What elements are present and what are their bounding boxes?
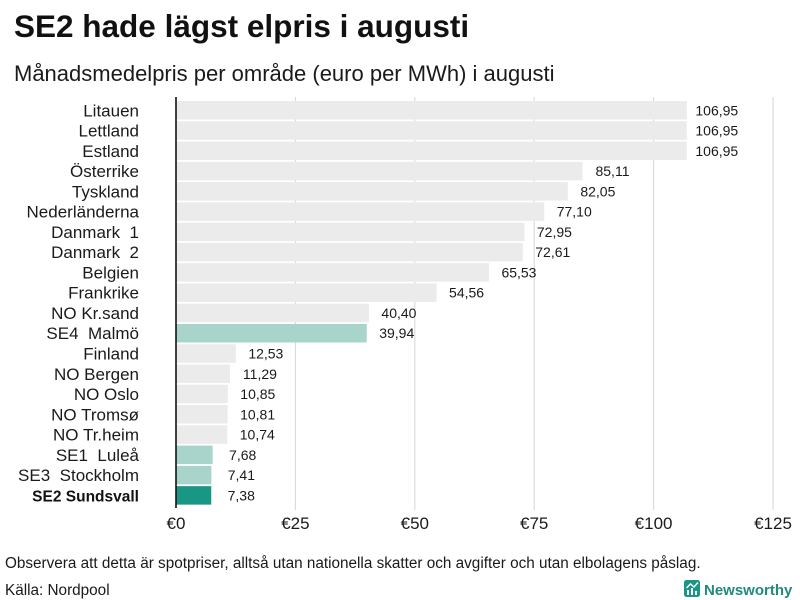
category-label: Nederländerna [27, 203, 140, 222]
category-label: NO Tr.heim [53, 426, 139, 445]
category-label: SE3 Stockholm [18, 466, 139, 485]
bar [176, 182, 568, 201]
value-labels: 106,95 106,95 106,95 85,11 82,05 77,10 72,95 72… [228, 102, 739, 503]
value-label: 77,10 [557, 204, 592, 220]
category-label: Danmark 2 [51, 243, 139, 262]
x-axis-tick-labels: €0 €25 €50 €75 €100 €125 [167, 514, 792, 533]
newsworthy-logo: Newsworthy [684, 580, 793, 599]
value-label: 40,40 [381, 305, 416, 321]
value-label: 39,94 [379, 325, 414, 341]
category-label: SE1 Luleå [56, 446, 140, 465]
category-label: Lettland [79, 122, 140, 141]
bars [176, 101, 687, 505]
bar [176, 486, 212, 505]
value-label: 10,85 [240, 386, 275, 402]
x-tick-label: €25 [281, 514, 309, 533]
category-label: SE4 Malmö [46, 324, 139, 343]
bar [176, 202, 545, 221]
x-tick-label: €125 [754, 514, 792, 533]
bar [176, 364, 230, 384]
value-label: 72,95 [537, 224, 572, 240]
category-label: NO Oslo [74, 385, 139, 404]
value-label: 65,53 [501, 264, 536, 280]
category-label: Frankrike [68, 284, 139, 303]
bar [176, 141, 687, 161]
value-label: 7,38 [228, 487, 255, 503]
value-label: 10,74 [240, 427, 275, 443]
bar [176, 101, 687, 120]
category-label: Österrike [70, 162, 139, 181]
x-tick-label: €100 [635, 514, 673, 533]
value-label: 11,29 [243, 366, 277, 382]
footer-note: Observera att detta är spotpriser, allts… [5, 555, 701, 572]
value-label: 7,68 [229, 447, 256, 463]
chart-title: SE2 hade lägst elpris i augusti [14, 8, 469, 44]
bar [176, 344, 236, 363]
category-label: Tyskland [72, 182, 139, 201]
bar [176, 445, 213, 465]
value-label: 7,41 [228, 467, 255, 483]
bar [176, 303, 369, 323]
bar [176, 222, 525, 242]
bar [176, 425, 228, 444]
bar [176, 405, 228, 424]
category-label: NO Bergen [54, 365, 139, 384]
value-label: 10,81 [240, 406, 275, 422]
bar [176, 465, 212, 485]
bar [176, 161, 583, 181]
bar [176, 263, 489, 282]
bar [176, 323, 367, 343]
newsworthy-logo-text: Newsworthy [704, 582, 793, 599]
value-label: 12,53 [248, 345, 283, 361]
category-label: Estland [82, 142, 139, 161]
x-tick-label: €50 [401, 514, 429, 533]
value-label: 106,95 [695, 102, 738, 118]
source-note: Källa: Nordpool [5, 582, 110, 599]
bar [176, 283, 437, 302]
value-label: 82,05 [580, 183, 615, 199]
value-label: 72,61 [535, 244, 570, 260]
category-label: NO Kr.sand [51, 304, 139, 323]
category-label: NO Tromsø [51, 405, 139, 424]
category-label: SE2 Sundsvall [32, 488, 139, 505]
x-tick-label: €0 [167, 514, 186, 533]
category-label: Danmark 1 [51, 223, 139, 242]
value-label: 106,95 [695, 143, 738, 159]
bar [176, 121, 687, 140]
bar [176, 384, 228, 404]
chart-subtitle: Månadsmedelpris per område (euro per MWh… [14, 61, 554, 86]
category-label: Finland [83, 344, 139, 363]
category-label: Belgien [82, 263, 139, 282]
value-label: 54,56 [449, 285, 484, 301]
value-label: 106,95 [695, 123, 738, 139]
newsworthy-chart-icon [684, 580, 700, 597]
value-label: 85,11 [595, 163, 629, 179]
bar [176, 242, 523, 262]
category-label: Litauen [83, 101, 139, 120]
x-tick-label: €75 [520, 514, 548, 533]
